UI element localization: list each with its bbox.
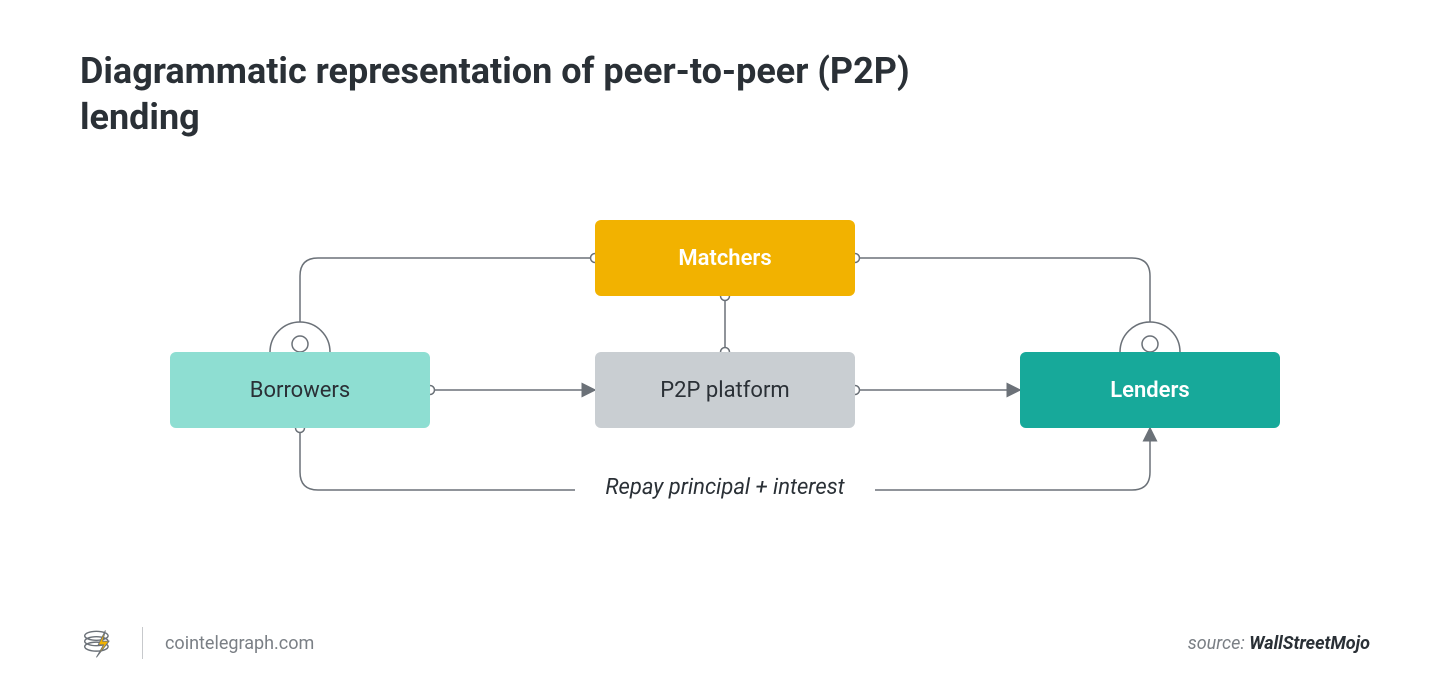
- footer-separator: [142, 627, 143, 659]
- source-attribution: source: WallStreetMojo: [1188, 633, 1370, 654]
- edge-label-repay: Repay principal + interest: [575, 475, 875, 500]
- node-lenders: Lenders: [1020, 352, 1280, 428]
- footer: cointelegraph.com source: WallStreetMojo: [80, 625, 1370, 661]
- node-borrowers: Borrowers: [170, 352, 430, 428]
- brand-name: cointelegraph.com: [165, 633, 314, 654]
- footer-left: cointelegraph.com: [80, 625, 314, 661]
- source-label: source:: [1188, 633, 1245, 654]
- diagram-title: Diagrammatic representation of peer-to-p…: [80, 48, 980, 140]
- p2p-lending-diagram: Repay principal + interest Matchers P2P pl…: [0, 200, 1450, 570]
- brand-logo-icon: [80, 625, 120, 661]
- node-platform: P2P platform: [595, 352, 855, 428]
- node-matchers: Matchers: [595, 220, 855, 296]
- source-name: WallStreetMojo: [1249, 633, 1370, 654]
